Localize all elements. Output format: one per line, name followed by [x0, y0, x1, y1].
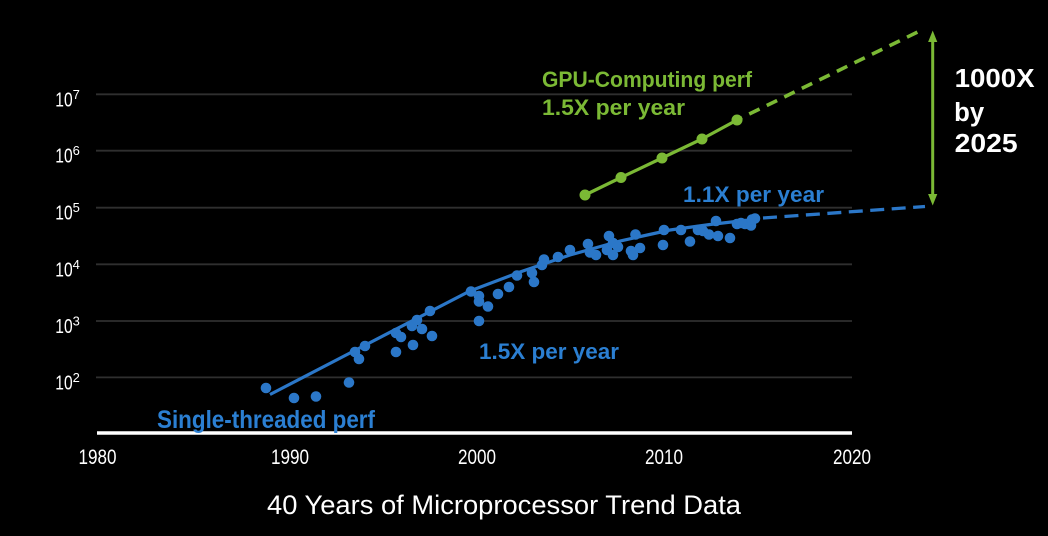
svg-text:1.5X per year: 1.5X per year	[479, 339, 619, 364]
svg-text:2025: 2025	[955, 130, 1018, 158]
svg-text:Single-threaded perf: Single-threaded perf	[157, 406, 376, 434]
svg-text:by: by	[954, 99, 985, 127]
svg-text:1990: 1990	[271, 446, 309, 469]
svg-text:106: 106	[55, 143, 80, 168]
svg-text:1.1X per year: 1.1X per year	[683, 182, 824, 207]
svg-text:40 Years of Microprocessor Tre: 40 Years of Microprocessor Trend Data	[267, 490, 742, 520]
svg-text:107: 107	[55, 87, 80, 112]
svg-text:103: 103	[55, 314, 80, 339]
svg-text:2000: 2000	[458, 446, 496, 469]
svg-text:2020: 2020	[833, 446, 871, 469]
svg-text:2010: 2010	[645, 446, 683, 469]
svg-text:GPU-Computing perf: GPU-Computing perf	[542, 67, 753, 92]
svg-text:105: 105	[55, 200, 80, 225]
svg-text:102: 102	[55, 370, 80, 395]
svg-text:1980: 1980	[79, 446, 117, 469]
svg-text:1.5X per year: 1.5X per year	[542, 95, 685, 120]
svg-text:104: 104	[55, 257, 80, 282]
svg-text:1000X: 1000X	[955, 65, 1035, 93]
